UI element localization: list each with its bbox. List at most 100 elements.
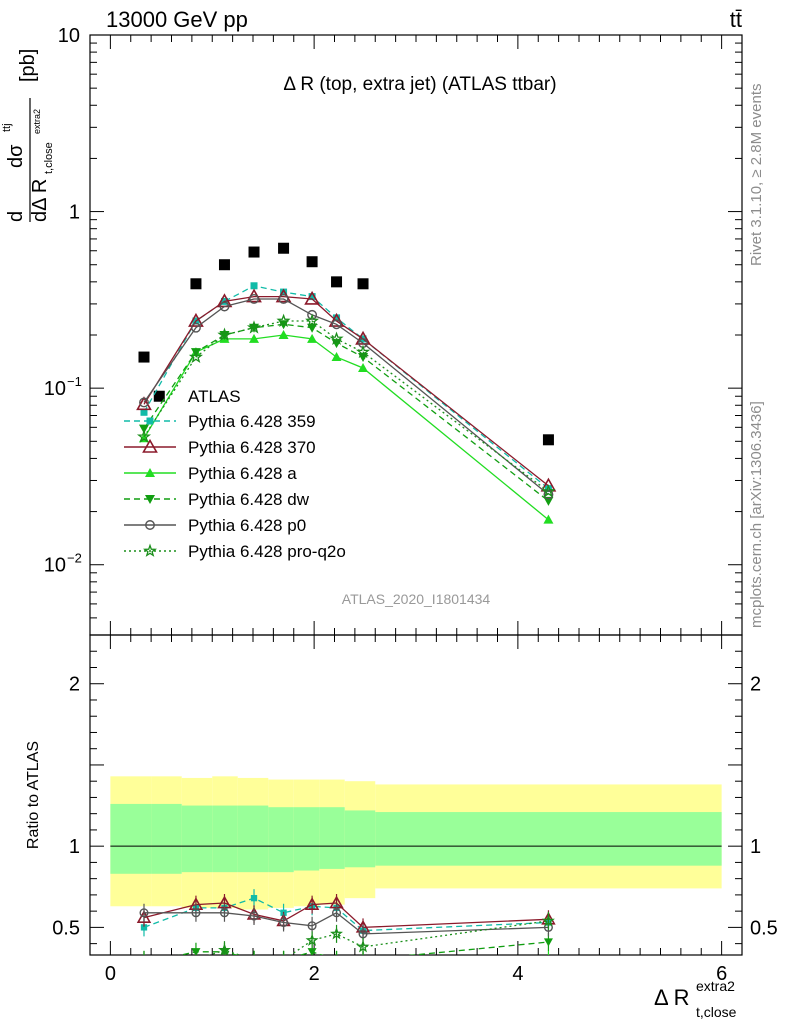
- legend-marker: [145, 520, 155, 530]
- series-point: [308, 293, 316, 301]
- ratio-point: [543, 938, 553, 947]
- series-point: [136, 396, 152, 411]
- legend-marker: [142, 543, 158, 557]
- ratio-point: [139, 955, 148, 963]
- ratio-point: [136, 910, 152, 923]
- ratio-point: [305, 933, 319, 946]
- ratio-tick-label-right: 1: [750, 836, 761, 858]
- side-text-mcplots: mcplots.cern.ch [arXiv:1306.3436]: [748, 401, 765, 628]
- band-inner: [344, 810, 376, 868]
- legend-label: Pythia 6.428 359: [188, 412, 316, 431]
- band-inner: [375, 812, 722, 866]
- y-tick-label-exponent: −2: [67, 551, 82, 566]
- y-tick-label-exponent: −1: [67, 374, 82, 389]
- series-point: [355, 344, 371, 359]
- y-axis-label-ttj: ttj: [1, 123, 13, 132]
- series-point: [333, 314, 341, 322]
- ratio-tick-label-right: 0.5: [750, 917, 778, 939]
- series-point: [217, 327, 232, 341]
- series-point: [188, 349, 203, 364]
- ratio-point: [140, 924, 148, 931]
- data-point: [190, 278, 202, 290]
- legend-label-data: ATLAS: [188, 387, 241, 406]
- series-point: [307, 309, 318, 320]
- band-inner: [151, 803, 182, 874]
- band-inner: [212, 805, 238, 873]
- series-point: [219, 301, 230, 312]
- series-point: [138, 424, 149, 434]
- ratio-point: [279, 955, 288, 963]
- data-marks: [136, 242, 557, 964]
- band-inner: [110, 803, 152, 874]
- ratio-point: [250, 955, 259, 963]
- series-point: [304, 290, 320, 305]
- legend-marker: [142, 438, 158, 453]
- ratio-series-group: [136, 889, 556, 964]
- ratio-point: [359, 955, 368, 963]
- header-right: tt̄: [730, 7, 742, 32]
- series-point: [278, 330, 289, 339]
- data-point: [218, 259, 230, 271]
- series-line: [143, 298, 549, 496]
- y-axis-label: d dσ ttj dΔ R t,close extra2 [pb]: [1, 49, 55, 222]
- ratio-point: [191, 955, 200, 963]
- header-left: 13000 GeV pp: [106, 7, 248, 32]
- ratio-point: [249, 911, 259, 921]
- series-point: [329, 331, 344, 345]
- x-axis-label-sup: extra2: [696, 978, 735, 994]
- x-tick-label: 2: [309, 963, 320, 985]
- series-point: [331, 319, 342, 330]
- series-line: [143, 320, 549, 493]
- ratio-point: [250, 956, 259, 964]
- series-point: [136, 429, 152, 443]
- ratio-line: [208, 920, 549, 955]
- series-point: [250, 282, 258, 290]
- series-point: [328, 312, 345, 327]
- series-point: [307, 323, 318, 333]
- ratio-point: [332, 956, 341, 964]
- y-axis-label-sup: extra2: [32, 109, 42, 134]
- y-axis-label-dsigma: dσ: [5, 144, 27, 168]
- series-point: [188, 312, 204, 327]
- ratio-tick-label-left: 0.5: [52, 917, 80, 939]
- ratio-point: [307, 921, 317, 931]
- ratio-point: [253, 952, 255, 955]
- ratio-point: [544, 955, 553, 963]
- series-point: [358, 363, 369, 373]
- series-point: [541, 484, 556, 498]
- side-text-rivet: Rivet 3.1.10, ≥ 2.8M events: [748, 84, 765, 267]
- ratio-tick-label-left: 2: [69, 674, 80, 696]
- series-point: [139, 397, 149, 408]
- ratio-tick-label-right: 2: [750, 674, 761, 696]
- series-point: [276, 313, 291, 328]
- data-point: [138, 351, 150, 363]
- main-title: Δ R (top, extra jet) (ATLAS ttbar): [283, 74, 556, 95]
- band-inner: [293, 807, 320, 871]
- ratio-point: [304, 897, 320, 910]
- band-inner: [268, 807, 294, 873]
- data-point: [248, 246, 260, 258]
- series-point: [278, 294, 289, 304]
- legend-marker: [145, 468, 155, 477]
- data-point: [542, 434, 554, 446]
- ratio-line: [178, 941, 549, 955]
- ratio-point: [282, 952, 285, 955]
- legend-marker: [146, 417, 154, 425]
- y-tick-label: 10: [44, 378, 66, 400]
- legend-marker: [145, 495, 155, 504]
- ratio-point: [332, 908, 342, 918]
- series-line: [143, 295, 549, 487]
- series-point: [331, 352, 342, 362]
- series-point: [140, 408, 148, 416]
- series-point: [543, 514, 554, 524]
- series-point: [280, 288, 288, 296]
- y-axis-label-d: d: [5, 211, 27, 222]
- watermark: ATLAS_2020_I1801434: [342, 591, 491, 607]
- x-axis-label: Δ R extra2 t,close: [654, 978, 737, 1020]
- ratio-point: [356, 939, 370, 953]
- legend-label: Pythia 6.428 pro-q2o: [188, 542, 346, 561]
- ratio-tick-label-left: 1: [69, 836, 80, 858]
- y-tick-label: 10: [44, 555, 66, 577]
- ratio-point: [195, 952, 197, 955]
- series-point: [307, 333, 318, 343]
